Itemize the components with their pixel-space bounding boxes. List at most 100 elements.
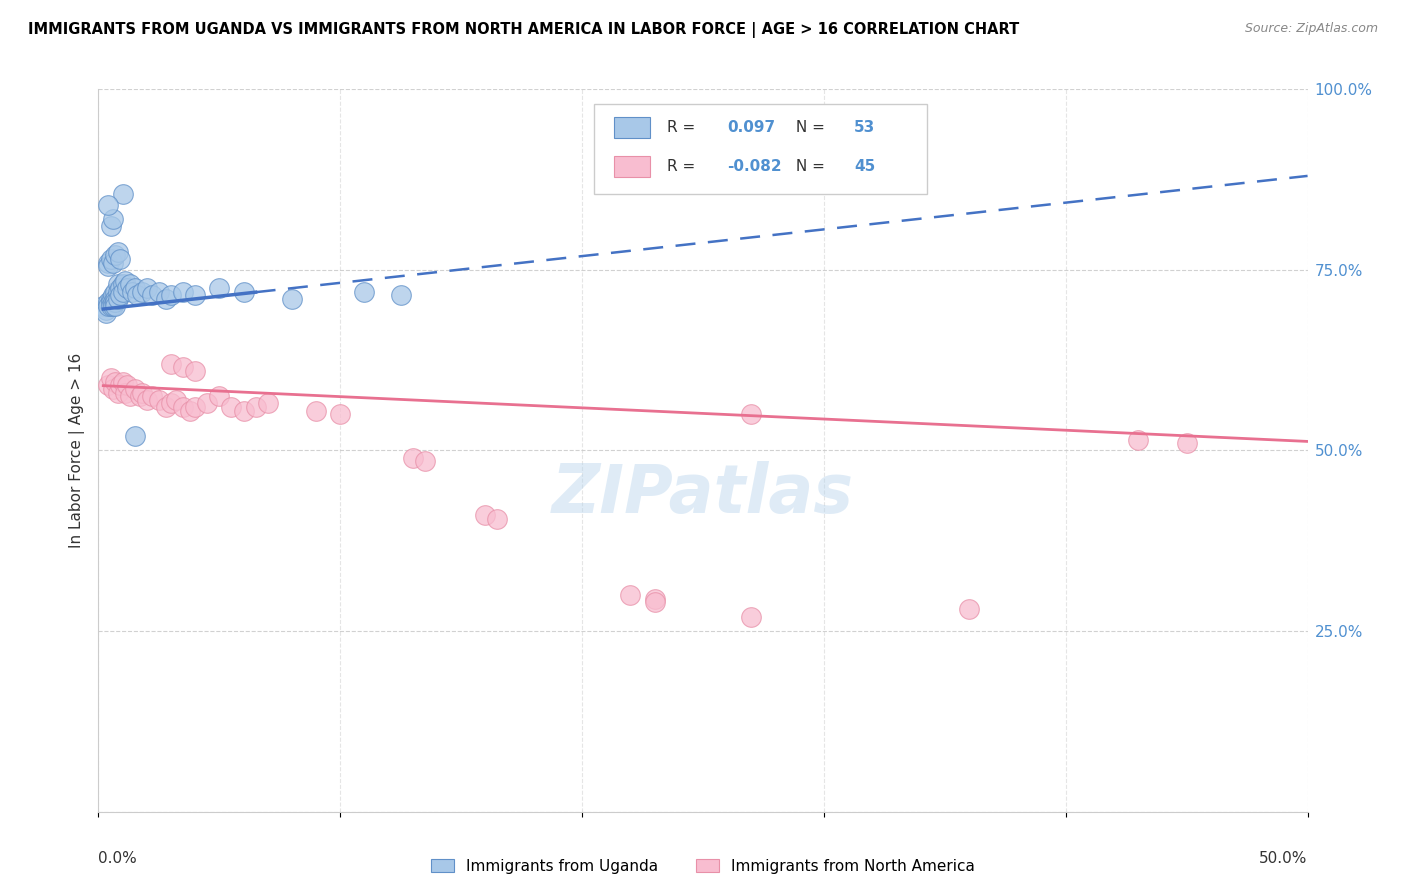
- Point: [329, 407, 352, 421]
- Point: [114, 274, 136, 288]
- Point: [155, 400, 177, 414]
- Point: [104, 248, 127, 262]
- Point: [94, 302, 117, 317]
- Point: [101, 382, 124, 396]
- Point: [172, 285, 194, 299]
- Point: [107, 285, 129, 299]
- Point: [107, 385, 129, 400]
- Point: [644, 595, 666, 609]
- Point: [172, 360, 194, 375]
- Point: [118, 277, 141, 292]
- Point: [107, 292, 129, 306]
- Point: [1175, 436, 1198, 450]
- Point: [184, 364, 207, 378]
- Point: [104, 292, 127, 306]
- Point: [172, 400, 194, 414]
- Point: [131, 285, 153, 299]
- Point: [97, 295, 120, 310]
- Point: [97, 198, 120, 212]
- Point: [114, 385, 136, 400]
- Point: [111, 375, 134, 389]
- Point: [148, 392, 170, 407]
- Point: [135, 281, 157, 295]
- Point: [141, 389, 163, 403]
- Point: [281, 292, 304, 306]
- Point: [101, 299, 124, 313]
- Point: [97, 255, 120, 269]
- Point: [104, 375, 127, 389]
- Point: [179, 403, 201, 417]
- Text: IMMIGRANTS FROM UGANDA VS IMMIGRANTS FROM NORTH AMERICA IN LABOR FORCE | AGE > 1: IMMIGRANTS FROM UGANDA VS IMMIGRANTS FRO…: [28, 22, 1019, 38]
- Point: [101, 255, 124, 269]
- Point: [195, 396, 218, 410]
- Point: [100, 295, 122, 310]
- Point: [100, 252, 122, 266]
- Text: 53: 53: [855, 120, 876, 135]
- Point: [117, 378, 139, 392]
- Text: R =: R =: [666, 120, 700, 135]
- Point: [100, 299, 122, 313]
- Text: N =: N =: [792, 159, 830, 174]
- Text: Source: ZipAtlas.com: Source: ZipAtlas.com: [1244, 22, 1378, 36]
- Point: [94, 306, 117, 320]
- Point: [232, 285, 254, 299]
- Point: [389, 288, 412, 302]
- Point: [184, 400, 207, 414]
- Point: [117, 281, 139, 295]
- Point: [127, 288, 149, 302]
- Point: [402, 450, 425, 465]
- Point: [160, 357, 183, 371]
- Point: [121, 285, 143, 299]
- Point: [108, 378, 131, 392]
- Point: [100, 371, 122, 385]
- Text: ZIPatlas: ZIPatlas: [553, 461, 853, 527]
- Point: [141, 288, 163, 302]
- Point: [104, 299, 127, 313]
- Point: [221, 400, 243, 414]
- FancyBboxPatch shape: [613, 117, 650, 138]
- Point: [107, 244, 129, 259]
- Point: [124, 281, 146, 295]
- Point: [486, 512, 509, 526]
- Text: 45: 45: [855, 159, 876, 174]
- Point: [104, 295, 127, 310]
- Point: [118, 389, 141, 403]
- Point: [108, 288, 131, 302]
- Point: [111, 277, 134, 292]
- Text: 0.097: 0.097: [727, 120, 775, 135]
- Point: [104, 285, 127, 299]
- Point: [155, 292, 177, 306]
- FancyBboxPatch shape: [595, 103, 927, 194]
- Point: [108, 252, 131, 266]
- Point: [101, 288, 124, 302]
- Point: [135, 392, 157, 407]
- Text: N =: N =: [792, 120, 830, 135]
- Point: [160, 396, 183, 410]
- Text: 50.0%: 50.0%: [1260, 852, 1308, 866]
- Point: [124, 429, 146, 443]
- FancyBboxPatch shape: [613, 156, 650, 178]
- Point: [124, 382, 146, 396]
- Point: [413, 454, 436, 468]
- Point: [148, 285, 170, 299]
- Point: [208, 389, 231, 403]
- Point: [353, 285, 375, 299]
- Point: [305, 403, 328, 417]
- Point: [160, 288, 183, 302]
- Point: [184, 288, 207, 302]
- Point: [957, 602, 980, 616]
- Point: [97, 259, 120, 273]
- Point: [740, 609, 762, 624]
- Point: [101, 295, 124, 310]
- Point: [128, 389, 150, 403]
- Legend: Immigrants from Uganda, Immigrants from North America: Immigrants from Uganda, Immigrants from …: [425, 853, 981, 880]
- Point: [208, 281, 231, 295]
- Point: [131, 385, 153, 400]
- Point: [740, 407, 762, 421]
- Point: [107, 277, 129, 292]
- Point: [97, 378, 120, 392]
- Point: [165, 392, 187, 407]
- Point: [111, 285, 134, 299]
- Point: [108, 281, 131, 295]
- Point: [245, 400, 267, 414]
